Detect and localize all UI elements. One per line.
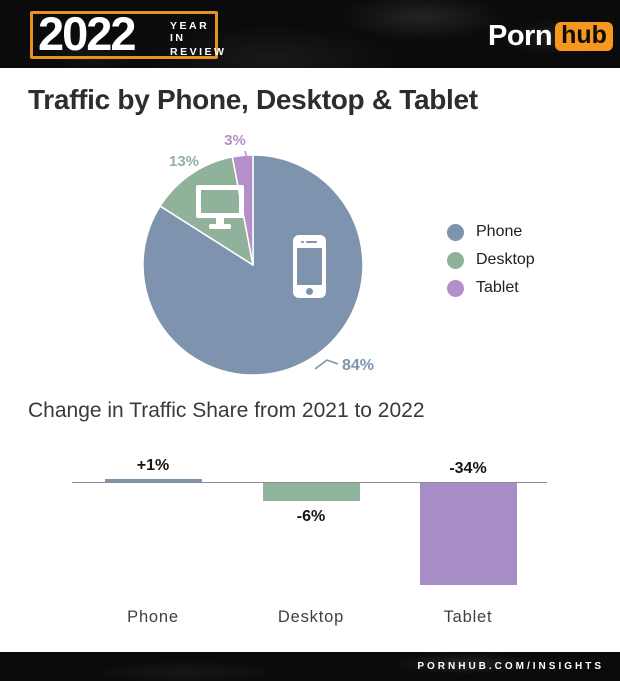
year-badge: 2022 YEAR IN REVIEW — [30, 7, 224, 60]
legend-label-desktop: Desktop — [476, 251, 535, 268]
legend: Phone Desktop Tablet — [447, 223, 535, 297]
pie-slice-desktop — [159, 156, 254, 266]
bar-category-label-desktop: Desktop — [277, 608, 345, 626]
bar-chart-title: Change in Traffic Share from 2021 to 202… — [28, 399, 425, 422]
legend-label-phone: Phone — [476, 223, 523, 240]
footer-site-text: PORNHUB.COM/INSIGHTS — [417, 661, 604, 672]
zero-axis-line — [72, 482, 547, 483]
bar-tablet — [419, 483, 517, 585]
legend-swatch-tablet — [447, 279, 464, 297]
pie-label-tablet: 3% — [224, 132, 246, 149]
page-title: Traffic by Phone, Desktop & Tablet — [28, 84, 478, 115]
year-text: 2022 — [38, 7, 137, 60]
smartphone-icon — [293, 235, 326, 298]
pie-chart — [142, 154, 364, 376]
logo-text-hub: hub — [555, 22, 613, 51]
legend-item-tablet: Tablet — [447, 279, 535, 297]
year-tagline: YEAR IN REVIEW — [170, 20, 226, 58]
bar-value-label-desktop: -6% — [296, 508, 326, 525]
year-badge-frame — [30, 11, 218, 59]
bar-phone — [104, 479, 202, 482]
bar-value-label-phone: +1% — [136, 457, 170, 474]
pie-label-phone: 84% — [341, 357, 375, 374]
pie-chart-section: 3% 13% 84% Phone Desktop Tabl — [0, 130, 620, 400]
legend-label-tablet: Tablet — [476, 279, 519, 296]
pornhub-logo: Porn hub — [488, 20, 613, 53]
legend-item-phone: Phone — [447, 223, 535, 241]
legend-swatch-phone — [447, 223, 464, 241]
legend-swatch-desktop — [447, 251, 464, 269]
logo-text-porn: Porn — [488, 20, 553, 52]
bar-chart-section: +1% Phone -6% Desktop -34% Tablet — [0, 440, 620, 652]
footer-banner: PORNHUB.COM/INSIGHTS — [0, 652, 620, 681]
pie-label-desktop: 13% — [168, 153, 200, 170]
header-banner: 2022 YEAR IN REVIEW Porn hub — [0, 0, 620, 68]
bar-value-label-tablet: -34% — [449, 460, 487, 477]
bar-desktop — [262, 483, 360, 501]
legend-item-desktop: Desktop — [447, 251, 535, 269]
tagline-line1: YEAR IN — [170, 20, 210, 44]
bar-category-label-tablet: Tablet — [443, 608, 493, 626]
monitor-icon — [196, 185, 244, 230]
bar-category-label-phone: Phone — [127, 608, 179, 626]
tagline-line2: REVIEW — [170, 46, 227, 58]
